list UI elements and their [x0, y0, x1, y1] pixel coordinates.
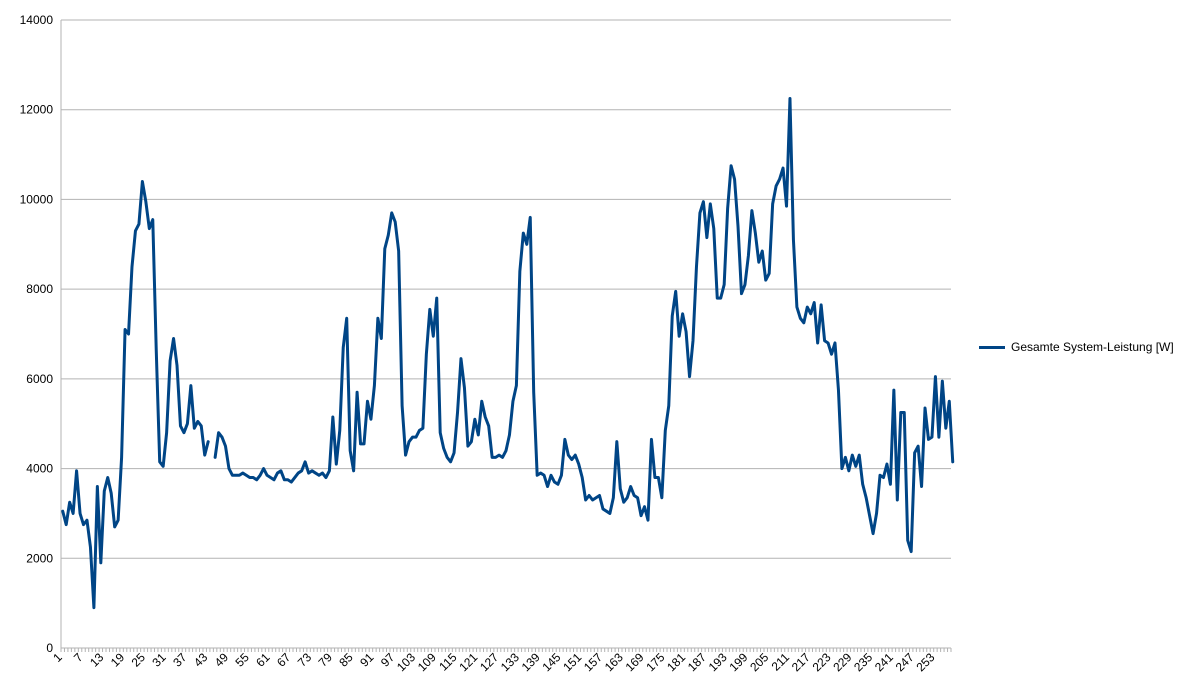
- x-tick-label: 181: [664, 650, 688, 674]
- y-tick-label: 14000: [20, 13, 54, 27]
- x-tick-label: 217: [789, 650, 813, 674]
- x-tick-label: 205: [747, 650, 771, 674]
- y-tick-label: 4000: [26, 462, 53, 476]
- y-tick-label: 2000: [26, 551, 53, 565]
- x-tick-label: 73: [295, 650, 315, 670]
- x-tick-label: 67: [274, 650, 294, 670]
- x-tick-label: 127: [477, 650, 501, 674]
- x-tick-label: 235: [851, 650, 875, 674]
- series-group: [61, 97, 955, 610]
- x-tick-label: 49: [212, 650, 232, 670]
- x-tick-label: 19: [108, 650, 128, 670]
- x-tick-label: 145: [539, 650, 563, 674]
- series-line: [61, 97, 955, 610]
- y-tick-label: 10000: [20, 192, 54, 206]
- x-tick-label: 175: [643, 650, 667, 674]
- x-tick-label: 55: [233, 650, 253, 670]
- x-tick-label: 121: [456, 650, 480, 674]
- x-tick-label: 199: [726, 650, 750, 674]
- x-tick-label: 37: [170, 650, 190, 670]
- y-tick-label: 6000: [26, 372, 53, 386]
- x-tick-label: 241: [872, 650, 896, 674]
- legend: Gesamte System-Leistung [W]: [979, 340, 1174, 354]
- x-tick-label: 91: [357, 650, 377, 670]
- x-tick-label: 223: [810, 650, 834, 674]
- x-tick-label: 1: [50, 650, 65, 665]
- x-tick-label: 169: [623, 650, 647, 674]
- gridlines: [61, 19, 951, 649]
- x-tick-label: 211: [769, 650, 793, 674]
- axes: [60, 20, 952, 652]
- x-tick-label: 25: [129, 650, 149, 670]
- y-tick-label: 0: [46, 641, 53, 655]
- x-tick-label: 157: [581, 650, 605, 674]
- x-tick-label: 253: [913, 650, 937, 674]
- x-tick-label: 7: [71, 650, 86, 665]
- legend-label: Gesamte System-Leistung [W]: [1011, 340, 1174, 354]
- x-tick-label: 187: [685, 650, 709, 674]
- x-tick-label: 133: [498, 650, 522, 674]
- x-tick-label: 61: [253, 650, 273, 670]
- x-tick-label: 13: [87, 650, 107, 670]
- y-tick-label: 12000: [20, 103, 54, 117]
- x-tick-label: 139: [519, 650, 543, 674]
- x-tick-label: 43: [191, 650, 211, 670]
- x-tick-label: 247: [893, 650, 917, 674]
- x-tick-label: 163: [602, 650, 626, 674]
- y-tick-label: 8000: [26, 282, 53, 296]
- x-tick-label: 193: [706, 650, 730, 674]
- x-tick-label: 151: [560, 650, 584, 674]
- x-tick-label: 109: [415, 650, 439, 674]
- x-tick-label: 85: [336, 650, 356, 670]
- legend-swatch: [979, 345, 1005, 349]
- x-tick-label: 115: [436, 650, 460, 674]
- y-axis-tick-labels: 0 2000 4000 6000 8000 10000 12000 14000: [20, 13, 54, 655]
- x-tick-label: 79: [316, 650, 336, 670]
- x-tick-label: 31: [149, 650, 169, 670]
- x-axis-tick-labels: 1 7 13 19 25 31 37 43 49 55 61 67 73 79 85 91 9710310911…: [50, 650, 938, 674]
- x-tick-label: 229: [830, 650, 854, 674]
- x-tick-label: 97: [378, 650, 398, 670]
- x-tick-label: 103: [394, 650, 418, 674]
